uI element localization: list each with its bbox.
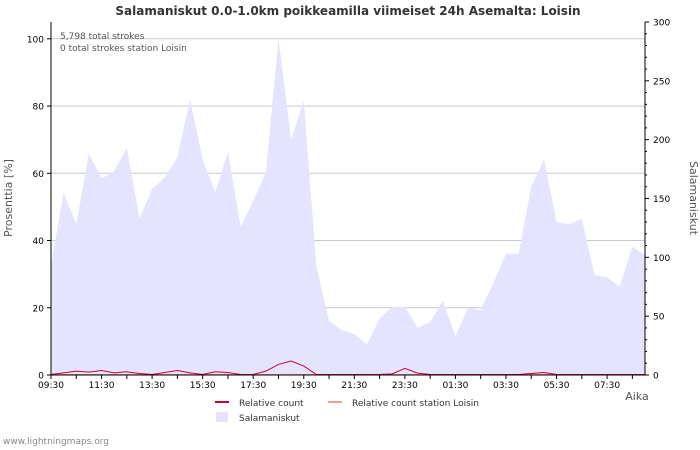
strikes-area-layer	[51, 38, 645, 376]
annotation-station-strokes: 0 total strokes station Loisin	[60, 44, 187, 54]
series-salamaniskut-area	[51, 38, 645, 376]
x-tick-label: 09:30	[38, 381, 64, 391]
y-left-tick-label: 40	[33, 237, 45, 247]
x-axis-label: Aika	[625, 390, 649, 403]
y-right-tick-label: 300	[653, 19, 670, 29]
y-left-tick-label: 60	[33, 170, 45, 180]
legend-label-1: Relative count station Loisin	[352, 399, 479, 409]
x-tick-label: 15:30	[190, 381, 216, 391]
y-right-tick-label: 0	[653, 372, 659, 382]
annotation-total-strokes: 5,798 total strokes	[60, 32, 145, 42]
y-right-tick-label: 200	[653, 136, 670, 146]
axes: 0 20 40 60 80 100 0 50 100 150 200 250 300 09:30 11:30…	[27, 19, 671, 392]
x-tick-label: 11:30	[89, 381, 115, 391]
y-left-tick-label: 100	[27, 35, 44, 45]
x-tick-label: 23:30	[392, 381, 418, 391]
y-axis-left-label: Prosenttia [%]	[2, 159, 15, 237]
y-right-tick-label: 50	[653, 313, 665, 323]
x-tick-label: 21:30	[341, 381, 367, 391]
y-left-tick-label: 20	[33, 304, 45, 314]
y-right-tick-label: 150	[653, 195, 670, 205]
y-axis-right-label: Salamaniskut	[687, 161, 700, 236]
legend-label-2: Salamaniskut	[239, 414, 300, 424]
legend: Relative count Relative count station Loi…	[215, 399, 479, 424]
y-right-tick-label: 100	[653, 254, 670, 264]
chart-title: Salamaniskut 0.0-1.0km poikkeamilla viim…	[115, 4, 580, 18]
legend-label-0: Relative count	[239, 399, 304, 409]
x-tick-label: 05:30	[544, 381, 570, 391]
y-left-tick-label: 80	[33, 103, 45, 113]
x-tick-label: 01:30	[442, 381, 468, 391]
x-tick-label: 07:30	[594, 381, 620, 391]
footer-credit: www.lightningmaps.org	[3, 437, 109, 447]
legend-swatch-2	[216, 412, 228, 422]
x-tick-label: 03:30	[493, 381, 519, 391]
x-tick-label: 13:30	[139, 381, 165, 391]
x-tick-label: 19:30	[291, 381, 317, 391]
y-left-tick-label: 0	[38, 372, 44, 382]
x-tick-label: 17:30	[240, 381, 266, 391]
y-right-tick-label: 250	[653, 77, 670, 87]
